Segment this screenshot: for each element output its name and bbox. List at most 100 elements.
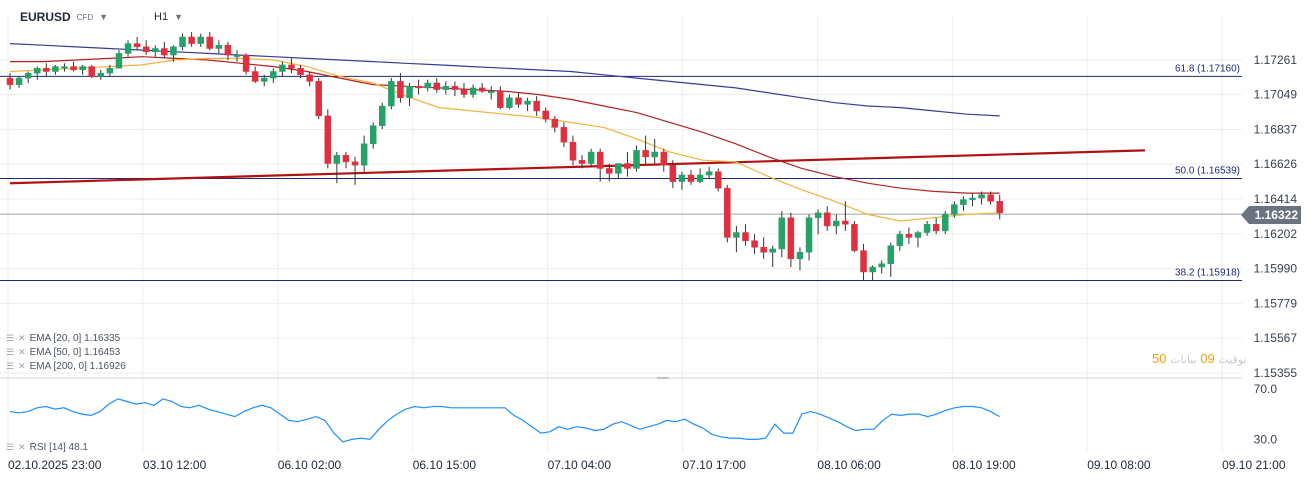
- candle-body: [724, 187, 731, 238]
- timeframe-label[interactable]: H1: [154, 11, 169, 23]
- ema200-label: EMA [200, 0] 1.16926: [29, 361, 126, 372]
- candle-body: [297, 67, 304, 76]
- candle-body: [833, 220, 840, 227]
- arabic-num2: 50: [1152, 351, 1167, 366]
- fib-level-label: 50.0 (1.16539): [1175, 165, 1240, 176]
- candle-body: [515, 97, 522, 105]
- price-tick-label: 1.15355: [1254, 366, 1298, 380]
- rsi-legend: ☰ ✕ RSI [14] 48.1: [6, 442, 88, 453]
- candle-body: [397, 81, 404, 99]
- candle-body: [124, 43, 132, 54]
- symbol-dropdown-icon[interactable]: ▼: [99, 12, 109, 22]
- close-icon[interactable]: ✕: [18, 333, 26, 343]
- candle-body: [70, 66, 77, 71]
- candle-body: [951, 204, 958, 215]
- candle-body: [978, 194, 985, 199]
- candle-body: [714, 171, 722, 189]
- cfd-badge: CFD: [76, 12, 94, 22]
- candle-body: [905, 233, 913, 238]
- candle-body: [379, 105, 386, 126]
- candle-body: [796, 251, 804, 260]
- ema200-line: [9, 43, 1000, 117]
- candle-body: [624, 163, 631, 169]
- ema200-legend: ☰ ✕ EMA [200, 0] 1.16926: [6, 361, 126, 372]
- candle-body: [941, 214, 949, 232]
- candle-body: [733, 232, 740, 238]
- price-tick-label: 1.15990: [1254, 262, 1298, 276]
- candle-body: [133, 43, 141, 48]
- candle-body: [860, 250, 867, 273]
- price-tick-label: 1.16202: [1254, 227, 1298, 241]
- close-icon[interactable]: ✕: [18, 442, 26, 452]
- candle-body: [170, 46, 177, 56]
- candle-body: [497, 90, 504, 108]
- close-icon[interactable]: ✕: [18, 361, 26, 371]
- candle-body: [61, 66, 68, 69]
- candle-body: [705, 171, 713, 176]
- candle-body: [188, 36, 195, 44]
- candle-body: [460, 89, 468, 95]
- candle-body: [969, 197, 976, 200]
- candle-body: [660, 151, 668, 166]
- fib-level-label: 61.8 (1.17160): [1175, 63, 1240, 74]
- candle-body: [433, 82, 441, 90]
- candle-body: [242, 54, 250, 72]
- candle-body: [369, 125, 377, 145]
- candle-body: [197, 36, 204, 44]
- candle-body: [778, 217, 786, 250]
- settings-icon[interactable]: ☰: [6, 333, 15, 343]
- candle-body: [996, 201, 1003, 214]
- candle-body: [533, 100, 540, 112]
- timeframe-dropdown-icon[interactable]: ▼: [174, 12, 184, 22]
- candle-body: [142, 46, 150, 53]
- ema20-line: [9, 57, 1000, 222]
- candle-body: [587, 151, 595, 164]
- ema20-legend: ☰ ✕ EMA [20, 0] 1.16335: [6, 333, 120, 344]
- candle-body: [606, 168, 613, 174]
- candle-body: [106, 67, 114, 74]
- candle-body: [560, 127, 568, 143]
- candle-body: [578, 159, 586, 164]
- ema50-label: EMA [50, 0] 1.16453: [29, 347, 121, 358]
- candle-body: [333, 155, 341, 164]
- price-tick-label: 1.16837: [1254, 122, 1298, 136]
- arabic-mid: بيانات: [1170, 354, 1197, 366]
- candle-body: [960, 199, 967, 205]
- candle-body: [787, 217, 795, 260]
- candle-body: [923, 224, 931, 233]
- ema20-label: EMA [20, 0] 1.16335: [29, 333, 121, 344]
- candle-body: [15, 77, 23, 85]
- pane-resize-handle[interactable]: [657, 377, 669, 379]
- symbol-name[interactable]: EURUSD: [20, 10, 71, 24]
- candle-body: [851, 224, 858, 251]
- candle-body: [424, 82, 431, 89]
- rsi-line: [9, 398, 1000, 443]
- candle-body: [478, 87, 486, 92]
- candle-body: [469, 87, 477, 95]
- candle-body: [233, 54, 241, 57]
- settings-icon[interactable]: ☰: [6, 347, 15, 357]
- candle-body: [506, 97, 513, 108]
- trendline: [9, 149, 1146, 185]
- candle-body: [932, 224, 940, 232]
- candle-body: [615, 163, 622, 174]
- candle-body: [215, 44, 223, 49]
- candle-body: [805, 217, 813, 253]
- candle-body: [406, 86, 413, 99]
- candle-body: [179, 36, 186, 48]
- settings-icon[interactable]: ☰: [6, 361, 15, 371]
- close-icon[interactable]: ✕: [18, 347, 26, 357]
- candle-body: [751, 240, 758, 248]
- candle-body: [342, 155, 350, 163]
- time-tick-label: 08.10 19:00: [952, 458, 1016, 472]
- time-tick-label: 06.10 02:00: [278, 458, 342, 472]
- candle-body: [24, 72, 32, 79]
- candle-body: [270, 71, 277, 79]
- price-tick-label: 1.17049: [1254, 88, 1298, 102]
- candle-body: [878, 263, 885, 268]
- settings-icon[interactable]: ☰: [6, 442, 15, 452]
- candle-body: [551, 118, 559, 128]
- candle-body: [823, 212, 831, 227]
